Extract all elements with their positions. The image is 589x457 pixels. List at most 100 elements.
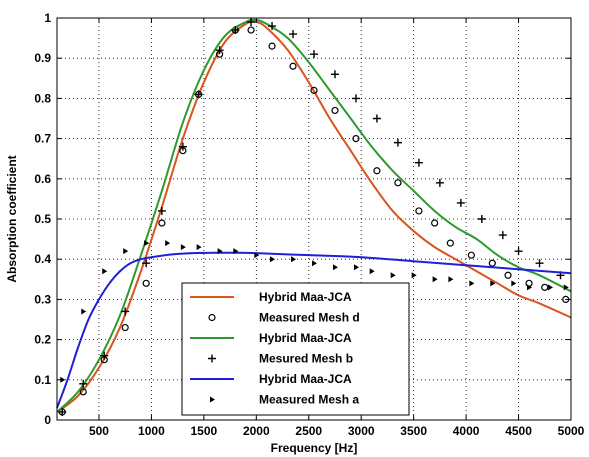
data-point <box>393 138 402 147</box>
data-point <box>100 351 109 360</box>
data-point <box>142 279 150 287</box>
data-point <box>414 158 423 167</box>
x-tick-label: 4500 <box>505 424 532 438</box>
legend: Hybrid Maa-JCA Measured Mesh d Hybrid Maa-… <box>181 282 410 416</box>
x-tick-label: 5000 <box>558 424 585 438</box>
data-point <box>254 252 260 259</box>
data-point <box>310 50 318 59</box>
data-point <box>331 106 339 115</box>
data-point <box>353 264 359 271</box>
data-point <box>446 239 454 247</box>
series-line <box>56 18 572 413</box>
x-tick-label: 500 <box>89 424 109 438</box>
data-point <box>467 251 475 259</box>
data-point <box>123 248 129 255</box>
x-tick-label: 2000 <box>243 424 270 438</box>
data-point <box>102 268 108 275</box>
data-point <box>548 284 554 291</box>
y-tick-label: 0.3 <box>34 292 51 306</box>
legend-entry: Hybrid Maa-JCA <box>190 290 352 304</box>
y-tick-label: 0.7 <box>34 132 51 146</box>
y-tick-label: 0.2 <box>34 333 51 347</box>
legend-swatch-marker <box>208 354 216 363</box>
data-point <box>268 22 277 31</box>
data-point <box>535 259 544 268</box>
data-point <box>432 276 438 283</box>
data-point <box>158 219 166 227</box>
data-point <box>270 256 276 263</box>
legend-label: Measured Mesh a <box>259 393 359 407</box>
data-point <box>488 259 496 267</box>
data-point <box>312 260 317 267</box>
data-point <box>247 26 255 34</box>
data-point <box>372 114 381 123</box>
legend-label: Hybrid Maa-JCA <box>259 372 352 386</box>
data-point <box>415 207 423 215</box>
legend-swatch-marker <box>208 313 216 322</box>
y-tick-label: 1 <box>44 11 51 25</box>
data-point <box>81 308 87 315</box>
legend-entry: Hybrid Maa-JCA <box>190 331 352 345</box>
x-tick-label: 2500 <box>295 424 322 438</box>
legend-entry: Measured Mesh d <box>208 311 360 325</box>
data-point <box>330 70 339 79</box>
data-point <box>289 62 297 70</box>
data-point <box>332 264 338 271</box>
series-4 <box>56 251 572 409</box>
data-point <box>217 248 223 255</box>
data-point <box>165 240 171 247</box>
data-point <box>469 280 475 287</box>
data-point <box>504 271 512 279</box>
data-point <box>390 272 396 279</box>
data-point <box>142 259 151 268</box>
data-point <box>60 376 66 383</box>
data-point <box>144 240 150 247</box>
series-5 <box>60 240 569 383</box>
data-point <box>477 215 486 223</box>
data-point <box>369 268 375 275</box>
series-line <box>56 20 572 413</box>
data-point <box>291 256 297 263</box>
data-point <box>456 198 465 207</box>
data-point <box>194 90 203 99</box>
series-3 <box>58 18 565 416</box>
legend-label: Hybrid Maa-JCA <box>259 331 352 345</box>
data-point <box>373 167 381 175</box>
data-point <box>310 86 318 94</box>
data-point <box>231 26 240 35</box>
data-point <box>180 244 186 251</box>
x-tick-label: 3500 <box>400 424 427 438</box>
data-point <box>178 142 187 151</box>
data-point <box>511 280 517 287</box>
data-point <box>196 244 202 251</box>
y-tick-label: 0.6 <box>34 172 51 186</box>
data-point <box>79 388 87 396</box>
data-point <box>79 379 88 388</box>
legend-box <box>181 282 410 416</box>
legend-label: Mesured Mesh b <box>259 352 353 366</box>
data-point <box>289 30 298 39</box>
legend-entry: Mesured Mesh b <box>208 352 353 366</box>
x-tick-label: 4000 <box>453 424 480 438</box>
x-tick-label: 3000 <box>348 424 375 438</box>
data-point <box>527 284 533 291</box>
tick-marks <box>57 17 572 421</box>
x-axis-label: Frequency [Hz] <box>271 441 358 455</box>
y-tick-label: 0.1 <box>34 373 51 387</box>
data-point <box>514 247 523 256</box>
data-point <box>448 276 454 283</box>
data-point <box>541 283 549 291</box>
data-point <box>431 219 439 227</box>
data-point <box>498 231 507 240</box>
data-point <box>563 284 569 291</box>
x-tick-label: 1500 <box>191 424 218 438</box>
series-0 <box>56 20 572 413</box>
y-tick-label: 0.5 <box>34 212 51 226</box>
y-tick-label: 0 <box>44 413 51 427</box>
data-point <box>121 323 129 332</box>
data-point <box>351 94 360 103</box>
data-point <box>233 248 239 255</box>
data-point <box>58 407 67 416</box>
data-point <box>435 178 444 187</box>
